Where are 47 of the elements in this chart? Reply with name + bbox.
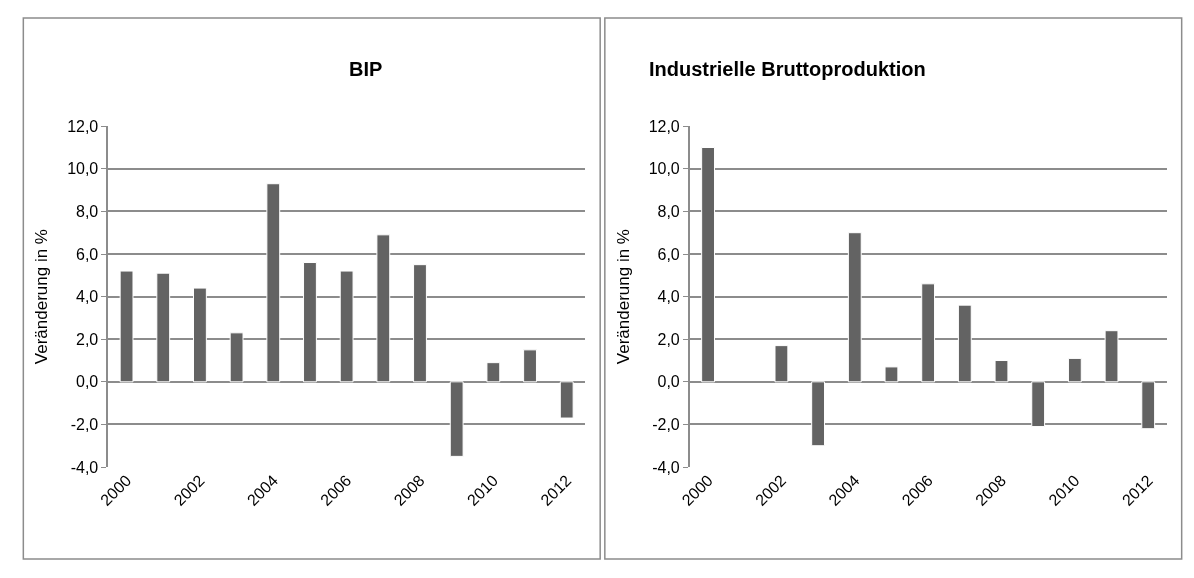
chart-title: Industrielle Bruttoproduktion [649,58,926,80]
chart-title: BIP [349,58,383,80]
bar [119,270,134,383]
bar [774,345,789,383]
y-tick-label: 6,0 [76,245,99,263]
bar [229,332,244,383]
bar [1104,330,1119,383]
y-tick-label: 2,0 [76,330,99,348]
bar [1141,381,1156,430]
bar [957,304,972,383]
bar [847,232,862,383]
y-tick-label: -4,0 [652,458,680,476]
bar [376,234,391,383]
bar [559,381,574,419]
bar [1067,357,1082,383]
y-tick-label: -4,0 [70,458,99,476]
y-axis-title: Veränderung in % [32,229,52,365]
bar [303,262,317,383]
y-tick-label: 12,0 [648,117,680,135]
bar [811,381,826,447]
bar [156,272,171,383]
bar [994,360,1009,383]
bar [486,362,501,383]
bar [413,264,427,383]
y-tick-label: 0,0 [76,373,99,391]
bar [701,147,715,383]
y-tick-label: 12,0 [67,117,99,135]
bar [339,270,354,383]
y-tick-label: 4,0 [657,288,680,306]
y-tick-label: 4,0 [76,288,99,306]
bar [884,366,899,383]
y-tick-label: 8,0 [657,203,680,221]
bar [193,287,207,383]
bar [266,183,281,383]
y-tick-label: 6,0 [657,245,680,263]
y-tick-label: 2,0 [657,330,680,348]
y-axis-title: Veränderung in % [613,229,633,365]
y-tick-label: -2,0 [652,416,680,434]
y-tick-label: -2,0 [70,416,99,434]
bar [449,381,464,457]
y-tick-label: 8,0 [76,203,99,221]
bar [1031,381,1046,428]
bar [523,349,537,383]
y-tick-label: 10,0 [648,160,680,178]
y-tick-label: 0,0 [657,373,680,391]
bar [921,283,936,383]
y-tick-label: 10,0 [67,160,99,178]
